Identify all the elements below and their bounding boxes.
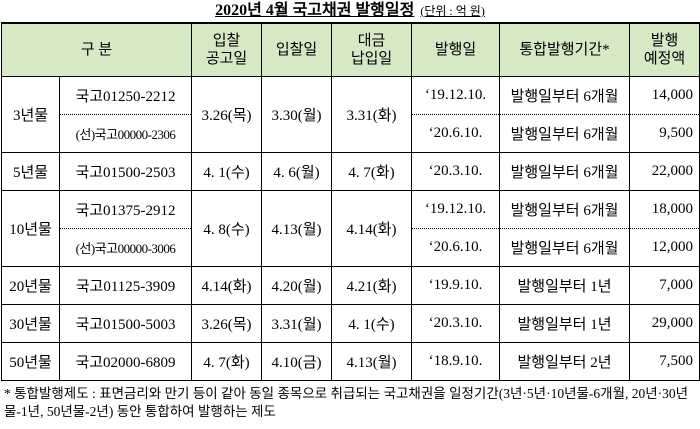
table-cell: 3년물	[1, 76, 60, 153]
table-cell: ‘19.12.10.	[411, 76, 501, 115]
table-cell: 3.26(목)	[191, 304, 263, 343]
table-cell: 9,500	[629, 114, 700, 153]
table-cell: (선)국고00000-2306	[58, 114, 193, 153]
table-cell: 4.14(화)	[191, 266, 263, 305]
unit: (단위 : 억 원)	[420, 4, 485, 18]
table-cell: 4. 6(월)	[261, 152, 333, 191]
table-cell: 4. 1(수)	[331, 304, 413, 343]
column-header: 통합발행기간*	[499, 22, 631, 77]
table-cell: 4.14(화)	[331, 190, 413, 267]
header-row: 구 분 입찰 공고일 입찰일 대금 납입일 발행일 통합발행기간* 발행 예정액	[0, 22, 700, 77]
table-cell: ‘19.9.10.	[411, 266, 501, 305]
table-row: (선)국고00000-3006 ‘20.6.10. 발행일부터 6개월 12,000	[2, 228, 700, 267]
table-cell: 29,000	[629, 304, 700, 343]
table-row: 20년물 국고01125-3909 4.14(화) 4.20(월) 4.21(화) ‘19…	[1, 266, 700, 305]
column-header: 입찰일	[261, 22, 333, 77]
table-cell: 발행일부터 6개월	[499, 152, 631, 191]
table-cell: 4. 7(화)	[331, 152, 413, 191]
column-header: 발행 예정액	[629, 22, 700, 77]
table-cell: 국고01500-2503	[58, 152, 193, 191]
table-row: 10년물 국고01375-2912 4. 8(수) 4.13(월) 4.14(화) ‘19…	[1, 190, 700, 267]
column-header: 대금 납입일	[331, 22, 413, 77]
table-cell: 발행일부터 1년	[499, 304, 631, 343]
title: 2020년 4월 국고채권 발행일정	[215, 2, 415, 19]
table-cell: 7,500	[629, 342, 700, 381]
table-row: (선)국고00000-2306 ‘20.6.10. 발행일부터 6개월 9,500	[2, 114, 700, 153]
table-cell: 국고02000-6809	[58, 342, 193, 381]
column-header: 발행일	[411, 22, 501, 77]
table-cell: 발행일부터 6개월	[499, 114, 631, 153]
table-cell: ‘20.6.10.	[411, 114, 501, 153]
table-cell: 18,000	[629, 190, 700, 229]
table-cell: 30년물	[1, 304, 60, 343]
table-cell: 7,000	[629, 266, 700, 305]
table-cell: 국고01375-2912	[58, 190, 193, 229]
table-cell: 10년물	[1, 190, 60, 267]
table-cell: ‘20.6.10.	[411, 228, 501, 267]
table-row: 30년물 국고01500-5003 3.26(목) 3.31(월) 4. 1(수) ‘20…	[1, 304, 700, 343]
table-cell: 12,000	[629, 228, 700, 267]
table-cell: ‘19.12.10.	[411, 190, 501, 229]
table-cell: 발행일부터 6개월	[499, 228, 631, 267]
table-cell: 4. 8(수)	[191, 190, 263, 267]
table-cell: ‘20.3.10.	[411, 152, 501, 191]
table-cell: 국고01125-3909	[58, 266, 193, 305]
table-cell: 3.31(월)	[261, 304, 333, 343]
table-cell: ‘18.9.10.	[411, 342, 501, 381]
table-cell: 50년물	[1, 342, 60, 381]
table-cell: 4. 7(화)	[191, 342, 263, 381]
table-row: 5년물 국고01500-2503 4. 1(수) 4. 6(월) 4. 7(화) ‘20.…	[1, 152, 700, 191]
table-cell: 국고01250-2212	[58, 76, 193, 115]
table-cell: 발행일부터 6개월	[499, 76, 631, 115]
table-cell: 20년물	[1, 266, 60, 305]
schedule-table: 구 분 입찰 공고일 입찰일 대금 납입일 발행일 통합발행기간* 발행 예정액…	[0, 22, 700, 381]
table-cell: 4.13(월)	[331, 342, 413, 381]
table-cell: 4.10(금)	[261, 342, 333, 381]
table-cell: 국고01500-5003	[58, 304, 193, 343]
table-cell: 발행일부터 1년	[499, 266, 631, 305]
table-cell: 4.13(월)	[261, 190, 333, 267]
footnote: * 통합발행제도 : 표면금리와 만기 등이 같아 동일 종목으로 취급되는 국…	[4, 386, 689, 419]
table-cell: 4.20(월)	[261, 266, 333, 305]
table-cell: 3.31(화)	[331, 76, 413, 153]
table-cell: 4.21(화)	[331, 266, 413, 305]
table-cell: 14,000	[629, 76, 700, 115]
table-cell: 발행일부터 6개월	[499, 190, 631, 229]
table-cell: 4. 1(수)	[191, 152, 263, 191]
table-cell: 3.30(월)	[261, 76, 333, 153]
table-cell: (선)국고00000-3006	[58, 228, 193, 267]
title-bar: 2020년 4월 국고채권 발행일정 (단위 : 억 원)	[0, 0, 700, 22]
column-header: 입찰 공고일	[191, 22, 263, 77]
table-row: 3년물 국고01250-2212 3.26(목) 3.30(월) 3.31(화) ‘19.…	[1, 76, 700, 153]
table-row: 50년물 국고02000-6809 4. 7(화) 4.10(금) 4.13(월) ‘18…	[1, 342, 700, 381]
table-cell: ‘20.3.10.	[411, 304, 501, 343]
column-header: 구 분	[0, 22, 193, 77]
table-cell: 5년물	[1, 152, 60, 191]
table-cell: 3.26(목)	[191, 76, 263, 153]
table-cell: 22,000	[629, 152, 700, 191]
table-cell: 발행일부터 2년	[499, 342, 631, 381]
